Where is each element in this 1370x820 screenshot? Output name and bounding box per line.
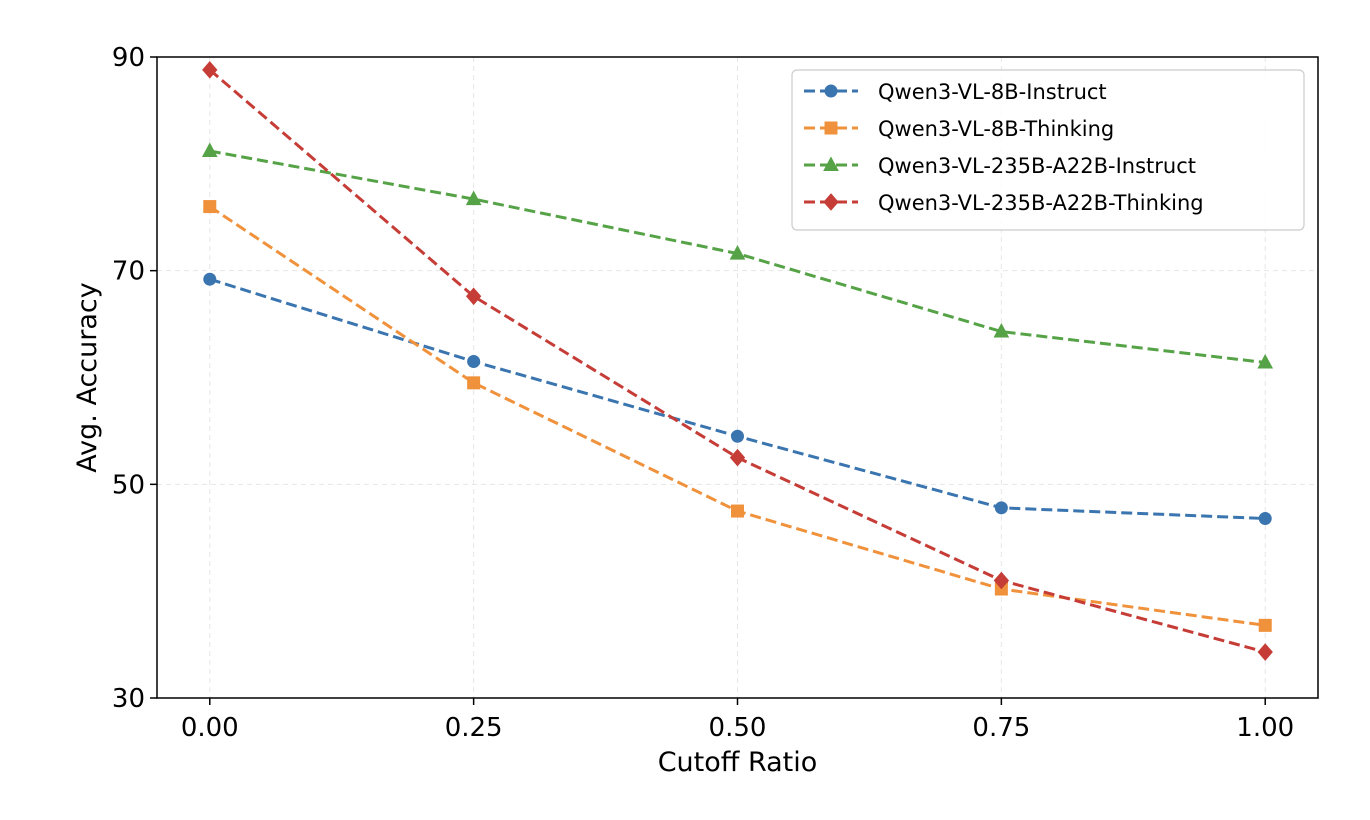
legend-label: Qwen3-VL-235B-A22B-Instruct [878,154,1196,178]
data-point [467,354,481,368]
data-point [465,287,482,306]
data-point [202,61,218,79]
legend-marker [823,193,839,211]
data-point [467,376,481,390]
data-point [731,504,744,518]
legend-marker [824,121,838,135]
axis-ticks: 0.00 0.25 0.50 0.75 1.00 30 50 70 90 [112,43,1294,743]
legend-label: Qwen3-VL-235B-A22B-Thinking [878,191,1204,215]
data-point [729,448,746,467]
legend-label: Qwen3-VL-8B-Instruct [878,80,1107,104]
data-point [203,200,217,214]
data-point [465,190,482,206]
y-tick-label: 90 [112,43,145,73]
x-tick-label: 1.00 [1236,713,1294,743]
y-tick-label: 30 [112,684,145,714]
y-tick-label: 70 [112,257,145,287]
x-tick-label: 0.00 [181,713,239,743]
x-tick-label: 0.25 [445,713,503,743]
series-markers [201,61,1274,661]
data-point [1257,353,1274,369]
data-point [994,501,1008,515]
data-point [203,272,217,286]
y-axis-label: Avg. Accuracy [72,282,103,472]
legend: Qwen3-VL-8B-Instruct Qwen3-VL-8B-Thinking… [791,69,1305,231]
data-point [731,429,744,443]
legend-marker [824,84,838,98]
x-tick-label: 0.75 [972,713,1030,743]
x-axis-label: Cutoff Ratio [658,747,818,778]
legend-marker [823,156,839,171]
legend-label: Qwen3-VL-8B-Thinking [878,117,1114,141]
data-point [201,142,218,158]
data-point [1258,618,1272,632]
data-point [1257,643,1273,661]
data-point [993,323,1010,338]
data-point [1258,512,1272,526]
legend-box [791,69,1305,231]
data-point [993,571,1010,590]
y-tick-label: 50 [112,470,145,500]
data-point [729,245,746,260]
x-tick-label: 0.50 [709,713,767,743]
